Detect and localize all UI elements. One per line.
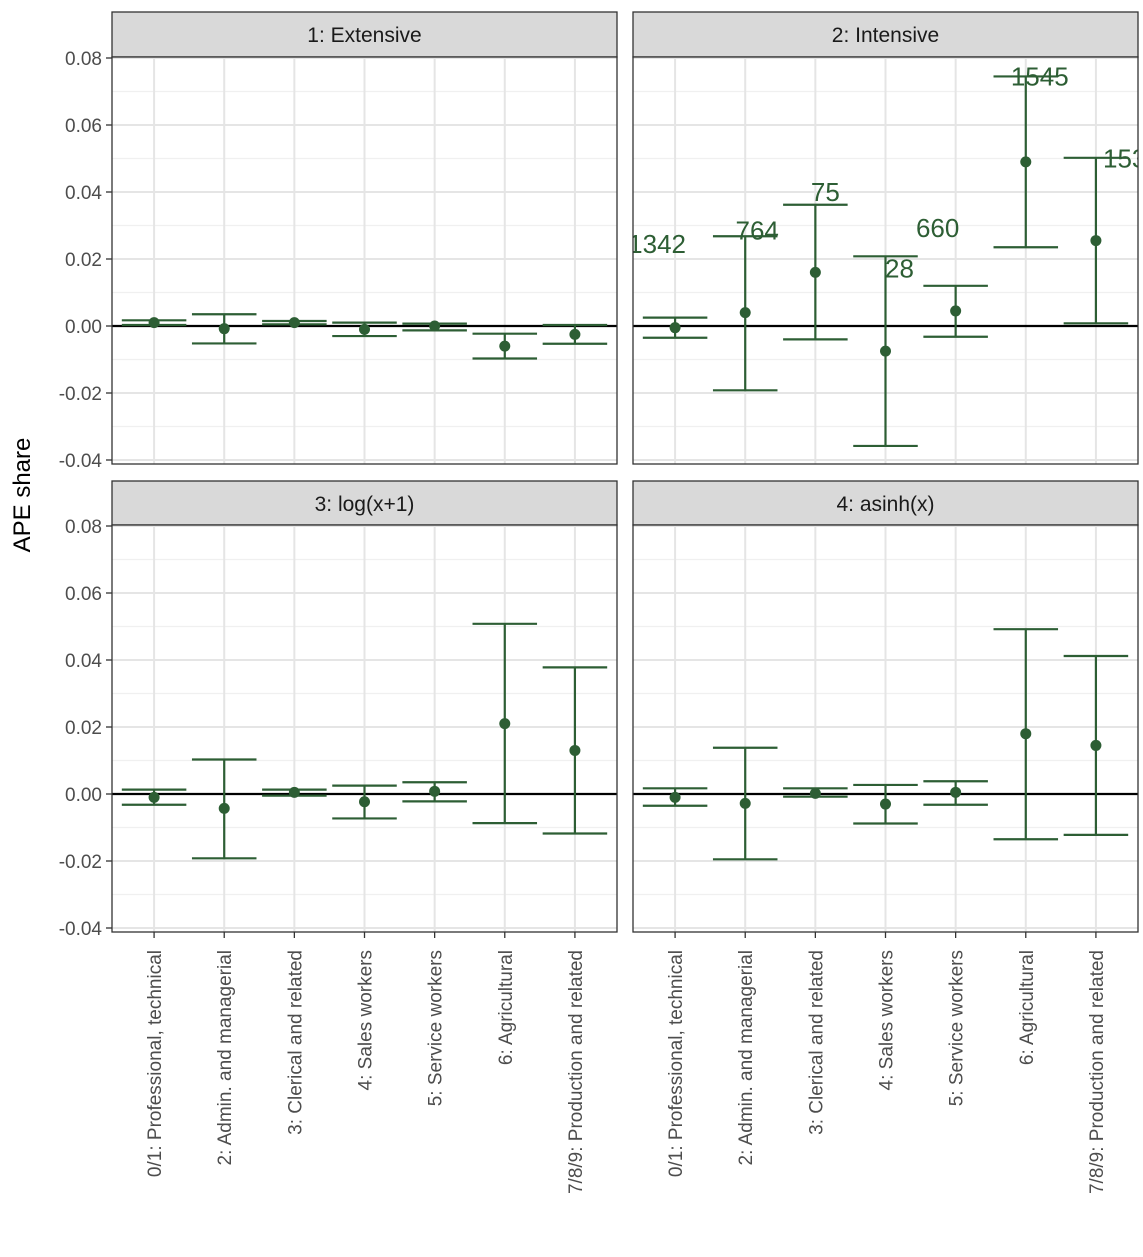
estimate-point bbox=[429, 785, 441, 797]
x-tick-label: 7/8/9: Production and related bbox=[1087, 950, 1108, 1194]
y-tick-label: 0.00 bbox=[65, 317, 102, 338]
y-tick-label: 0.04 bbox=[65, 651, 102, 672]
sample-size-label: 764 bbox=[736, 216, 779, 246]
x-tick-label: 6: Agricultural bbox=[1017, 950, 1038, 1065]
estimate-point bbox=[499, 718, 511, 730]
x-tick-label: 0/1: Professional, technical bbox=[666, 950, 687, 1177]
sample-size-label: 75 bbox=[811, 177, 840, 207]
estimate-point bbox=[288, 317, 300, 329]
y-tick-label: -0.02 bbox=[59, 384, 102, 405]
estimate-point bbox=[499, 340, 511, 352]
y-tick-label: -0.04 bbox=[59, 919, 103, 940]
y-axis-title: APE share bbox=[9, 438, 36, 553]
y-tick-label: 0.08 bbox=[65, 49, 102, 70]
estimate-point bbox=[1020, 156, 1032, 168]
panel-strip bbox=[111, 480, 618, 526]
y-tick-label: 0.02 bbox=[65, 718, 102, 739]
panel-title: 1: Extensive bbox=[307, 24, 421, 47]
estimate-point bbox=[809, 787, 821, 799]
estimate-point bbox=[880, 345, 891, 357]
x-tick-label: 5: Service workers bbox=[426, 950, 447, 1106]
estimate-point bbox=[1090, 739, 1102, 751]
sample-size-label: 28 bbox=[885, 253, 914, 283]
estimate-point bbox=[950, 305, 962, 317]
sample-size-label: 1545 bbox=[1011, 61, 1069, 91]
estimate-point bbox=[569, 328, 581, 340]
estimate-point bbox=[809, 266, 821, 278]
estimate-point bbox=[669, 322, 681, 334]
x-tick-label: 2: Admin. and managerial bbox=[736, 950, 757, 1165]
y-tick-label: -0.02 bbox=[59, 852, 102, 873]
x-tick-label: 2: Admin. and managerial bbox=[215, 950, 236, 1165]
panel-strip bbox=[111, 11, 618, 58]
panel-title: 4: asinh(x) bbox=[836, 493, 934, 516]
y-tick-label: 0.06 bbox=[65, 584, 102, 605]
x-tick-label: 3: Clerical and related bbox=[285, 950, 306, 1135]
x-tick-label: 0/1: Professional, technical bbox=[145, 950, 166, 1177]
estimate-point bbox=[429, 320, 441, 332]
x-tick-label: 4: Sales workers bbox=[356, 950, 377, 1090]
estimate-point bbox=[569, 744, 581, 756]
panel-strip bbox=[632, 480, 1139, 526]
x-tick-label: 7/8/9: Production and related bbox=[566, 950, 587, 1194]
y-tick-label: 0.02 bbox=[65, 250, 102, 271]
sample-size-label: 1530 bbox=[1103, 144, 1143, 174]
y-tick-label: -0.04 bbox=[59, 451, 103, 472]
estimate-point bbox=[218, 323, 230, 335]
x-tick-label: 6: Agricultural bbox=[496, 950, 517, 1065]
estimate-point bbox=[669, 791, 681, 803]
estimate-point bbox=[739, 307, 751, 319]
x-tick-label: 3: Clerical and related bbox=[806, 950, 827, 1135]
x-tick-label: 5: Service workers bbox=[947, 950, 968, 1106]
estimate-point bbox=[1090, 235, 1102, 247]
panel-strip bbox=[632, 11, 1139, 58]
y-tick-label: 0.00 bbox=[65, 785, 102, 806]
estimate-point bbox=[288, 786, 300, 798]
estimate-point bbox=[880, 798, 891, 810]
estimate-point bbox=[148, 791, 160, 803]
estimate-point bbox=[950, 786, 962, 798]
panel-title: 3: log(x+1) bbox=[315, 493, 415, 516]
panel-border bbox=[111, 56, 618, 465]
panel-border bbox=[632, 56, 1139, 465]
y-tick-label: 0.04 bbox=[65, 183, 102, 204]
estimate-point bbox=[359, 796, 370, 808]
estimate-point bbox=[148, 317, 160, 329]
estimate-point bbox=[1020, 728, 1032, 740]
x-tick-label: 4: Sales workers bbox=[877, 950, 898, 1090]
y-tick-label: 0.08 bbox=[65, 517, 102, 538]
estimate-point bbox=[739, 797, 751, 809]
estimate-point bbox=[359, 323, 370, 335]
sample-size-label: 1342 bbox=[628, 229, 686, 259]
sample-size-label: 660 bbox=[916, 213, 959, 243]
panel-title: 2: Intensive bbox=[832, 24, 939, 47]
y-tick-label: 0.06 bbox=[65, 116, 102, 137]
estimate-point bbox=[218, 802, 230, 814]
